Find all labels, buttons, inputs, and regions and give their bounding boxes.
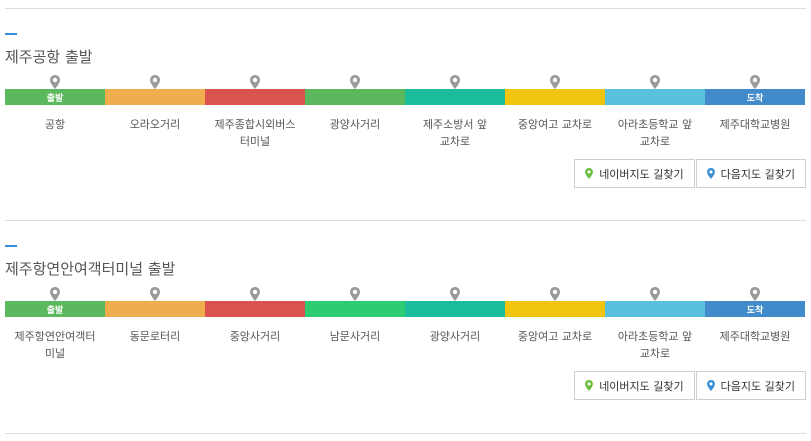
stop-label: 남문사거리 (329, 330, 381, 343)
map-pin-icon (150, 75, 160, 89)
stop-pin (605, 75, 705, 89)
route-segment (605, 89, 705, 105)
stop-pin (305, 75, 405, 89)
route-title: 제주항연안여객터미널 출발 (5, 260, 176, 278)
stop-label: 제주소방서 앞 교차로 (422, 118, 488, 148)
stop-label: 아라초등학교 앞 교차로 (617, 118, 693, 148)
map-pin-icon (750, 75, 760, 89)
stop-pin (305, 287, 405, 301)
stop-pin (5, 75, 105, 89)
stop-label: 중앙여고 교차로 (517, 330, 593, 343)
route-segment (505, 301, 605, 317)
map-pin-icon (585, 168, 594, 179)
stop-pin (5, 287, 105, 301)
bottom-divider (5, 433, 806, 434)
route-section-airport: 제주공항 출발 출발 도착 공항 오라오거리 제주종합시외버스터미널 광양사거리 제주소방… (5, 33, 806, 233)
stop-label: 중앙여고 교차로 (517, 118, 593, 131)
daum-map-button[interactable]: 다음지도 길찾기 (695, 371, 806, 400)
stop-pin (705, 75, 805, 89)
daum-map-label: 다음지도 길찾기 (720, 379, 795, 393)
daum-map-button[interactable]: 다음지도 길찾기 (695, 159, 806, 188)
stop-label: 아라초등학교 앞 교차로 (617, 330, 693, 360)
naver-map-button[interactable]: 네이버지도 길찾기 (574, 159, 695, 188)
map-pin-icon (50, 287, 60, 301)
stop-pin (105, 287, 205, 301)
map-pin-icon (585, 380, 594, 391)
naver-map-button[interactable]: 네이버지도 길찾기 (574, 371, 695, 400)
end-badge: 도착 (705, 301, 805, 317)
start-badge: 출발 (5, 301, 105, 317)
pin-row (5, 287, 805, 301)
map-pin-icon (350, 75, 360, 89)
stop-label: 광양사거리 (329, 118, 381, 131)
section-accent-line (5, 245, 17, 247)
stop-label: 동문로터리 (129, 330, 181, 343)
stop-list: 제주항연안여객터미널 동문로터리 중앙사거리 남문사거리 광양사거리 중앙여고 교차로 아라… (5, 328, 805, 362)
map-pin-icon (250, 75, 260, 89)
map-pin-icon (450, 75, 460, 89)
route-segment (505, 89, 605, 105)
stop-label: 제주대학교병원 (719, 118, 791, 131)
top-divider (5, 8, 806, 9)
route-bar: 출발 도착 (5, 301, 805, 317)
route-section-ferry: 제주항연안여객터미널 출발 출발 도착 제주항연안여객터미널 동문로터리 중앙사거리 남… (5, 245, 806, 441)
map-buttons: 네이버지도 길찾기 다음지도 길찾기 (574, 159, 806, 188)
route-bar: 출발 도착 (5, 89, 805, 105)
route-segment (205, 89, 305, 105)
route-segment (405, 89, 505, 105)
map-pin-icon (750, 287, 760, 301)
route-segment (305, 89, 405, 105)
stop-pin (105, 75, 205, 89)
map-pin-icon (150, 287, 160, 301)
stop-label: 오라오거리 (129, 118, 181, 131)
stop-pin (205, 75, 305, 89)
stop-pin (605, 287, 705, 301)
stop-label: 제주종합시외버스터미널 (214, 118, 296, 148)
daum-map-label: 다음지도 길찾기 (720, 167, 795, 181)
stop-label: 제주대학교병원 (719, 330, 791, 343)
map-buttons: 네이버지도 길찾기 다음지도 길찾기 (574, 371, 806, 400)
stop-list: 공항 오라오거리 제주종합시외버스터미널 광양사거리 제주소방서 앞 교차로 중앙여고 교… (5, 116, 805, 150)
route-segment (105, 89, 205, 105)
start-badge: 출발 (5, 89, 105, 105)
map-pin-icon (650, 75, 660, 89)
map-pin-icon (550, 287, 560, 301)
pin-row (5, 75, 805, 89)
route-segment (205, 301, 305, 317)
map-pin-icon (50, 75, 60, 89)
naver-map-label: 네이버지도 길찾기 (599, 379, 684, 393)
stop-pin (405, 287, 505, 301)
stop-pin (705, 287, 805, 301)
map-pin-icon (350, 287, 360, 301)
stop-pin (505, 287, 605, 301)
naver-map-label: 네이버지도 길찾기 (599, 167, 684, 181)
section-accent-line (5, 33, 17, 35)
map-pin-icon (450, 287, 460, 301)
stop-label: 제주항연안여객터미널 (14, 330, 96, 360)
map-pin-icon (706, 168, 715, 179)
stop-label: 중앙사거리 (229, 330, 281, 343)
route-segment (605, 301, 705, 317)
stop-label: 공항 (44, 118, 66, 131)
route-segment (405, 301, 505, 317)
stop-pin (405, 75, 505, 89)
route-title: 제주공항 출발 (5, 48, 93, 66)
map-pin-icon (250, 287, 260, 301)
stop-label: 광양사거리 (429, 330, 481, 343)
map-pin-icon (650, 287, 660, 301)
stop-pin (505, 75, 605, 89)
stop-pin (205, 287, 305, 301)
map-pin-icon (706, 380, 715, 391)
end-badge: 도착 (705, 89, 805, 105)
map-pin-icon (550, 75, 560, 89)
section-divider (5, 220, 806, 221)
route-segment (305, 301, 405, 317)
route-segment (105, 301, 205, 317)
